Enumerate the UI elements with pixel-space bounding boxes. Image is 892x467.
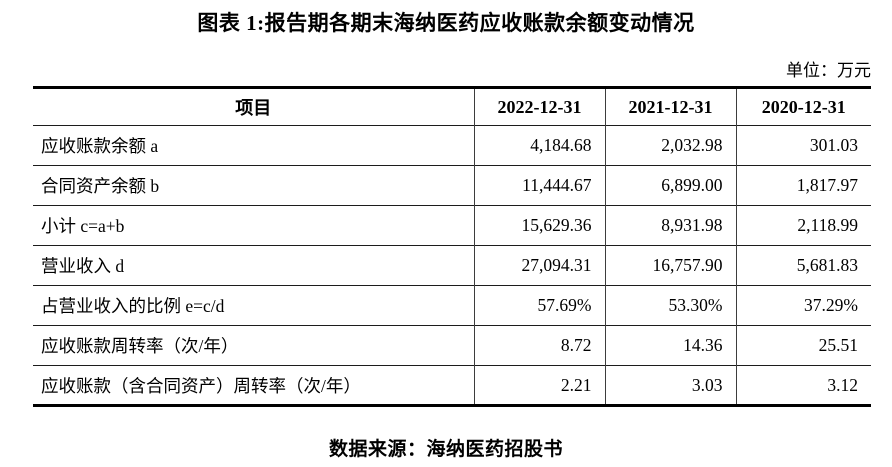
- value-2022: 2.21: [473, 365, 605, 406]
- figure-title: 图表 1:报告期各期末海纳医药应收账款余额变动情况: [197, 11, 695, 35]
- table-row-turnover-rate: 应收账款周转率（次/年） 8.72 14.36 25.51: [33, 325, 871, 366]
- value-2021: 3.03: [604, 365, 736, 406]
- table-row-revenue-ratio: 占营业收入的比例 e=c/d 57.69% 53.30% 37.29%: [33, 285, 871, 326]
- value-2020: 301.03: [735, 125, 871, 166]
- unit-label: 单位：万元: [786, 61, 871, 80]
- value-2022: 57.69%: [473, 285, 605, 326]
- value-2022: 8.72: [473, 325, 605, 366]
- value-2020: 5,681.83: [735, 245, 871, 286]
- row-label: 小计 c=a+b: [33, 205, 474, 246]
- table-row-receivables-balance: 应收账款余额 a 4,184.68 2,032.98 301.03: [33, 125, 871, 166]
- row-label: 营业收入 d: [33, 245, 474, 286]
- table-row-contract-assets: 合同资产余额 b 11,444.67 6,899.00 1,817.97: [33, 165, 871, 206]
- column-header-2022-12-31: 2022-12-31: [473, 87, 605, 126]
- value-2022: 27,094.31: [473, 245, 605, 286]
- column-header-item: 项目: [33, 87, 474, 126]
- value-2021: 2,032.98: [604, 125, 736, 166]
- value-2022: 11,444.67: [473, 165, 605, 206]
- table-row-turnover-rate-incl-contract-assets: 应收账款（含合同资产）周转率（次/年） 2.21 3.03 3.12: [33, 365, 871, 406]
- value-2020: 25.51: [735, 325, 871, 366]
- row-label: 合同资产余额 b: [33, 165, 474, 206]
- row-label: 占营业收入的比例 e=c/d: [33, 285, 474, 326]
- value-2021: 8,931.98: [604, 205, 736, 246]
- value-2020: 2,118.99: [735, 205, 871, 246]
- column-header-2020-12-31: 2020-12-31: [735, 87, 871, 126]
- table-header-row: 项目 2022-12-31 2021-12-31 2020-12-31: [33, 87, 871, 126]
- value-2022: 15,629.36: [473, 205, 605, 246]
- value-2021: 6,899.00: [604, 165, 736, 206]
- row-label: 应收账款余额 a: [33, 125, 474, 166]
- value-2021: 16,757.90: [604, 245, 736, 286]
- row-label: 应收账款（含合同资产）周转率（次/年）: [33, 365, 474, 406]
- data-source: 数据来源：海纳医药招股书: [328, 439, 563, 460]
- table-row-operating-revenue: 营业收入 d 27,094.31 16,757.90 5,681.83: [33, 245, 871, 286]
- row-label: 应收账款周转率（次/年）: [33, 325, 474, 366]
- value-2020: 1,817.97: [735, 165, 871, 206]
- value-2022: 4,184.68: [473, 125, 605, 166]
- value-2021: 53.30%: [604, 285, 736, 326]
- value-2020: 3.12: [735, 365, 871, 406]
- value-2020: 37.29%: [735, 285, 871, 326]
- value-2021: 14.36: [604, 325, 736, 366]
- table-row-subtotal: 小计 c=a+b 15,629.36 8,931.98 2,118.99: [33, 205, 871, 246]
- column-header-2021-12-31: 2021-12-31: [604, 87, 736, 126]
- receivables-table: 项目 2022-12-31 2021-12-31 2020-12-31 应收账款…: [33, 86, 871, 407]
